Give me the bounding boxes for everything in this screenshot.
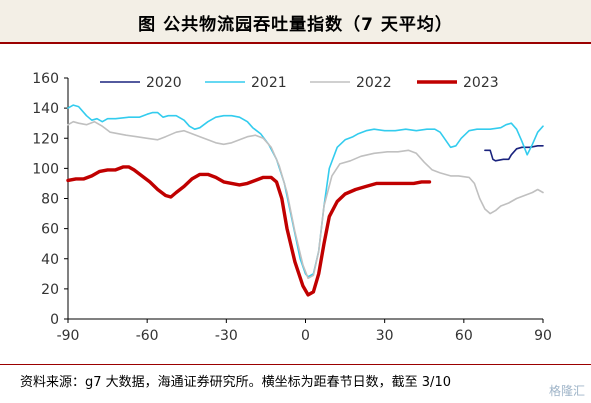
legend-label-2023: 2023 [463,75,499,91]
series-line-2020 [484,145,544,162]
y-tick-label: 100 [32,161,59,177]
x-tick-label: 90 [534,328,552,344]
x-tick-label: 60 [455,328,473,344]
y-tick-label: 40 [41,252,59,268]
series-layer [66,104,544,297]
y-tick-label: 20 [41,282,59,298]
legend-label-2020: 2020 [146,75,182,91]
source-note: 资料来源：g7 大数据，海通证券研究所。横坐标为距春节日数，截至 3/10 [20,375,451,390]
y-tick-label: 0 [50,312,59,328]
series-line-2023 [66,165,432,297]
figure-title: 图 公共物流园吞吐量指数（7 天平均） [138,15,453,35]
legend: 2020 2021 2022 2023 [100,75,499,91]
watermark: 格隆汇 [548,384,585,398]
y-tick-label: 80 [41,192,59,208]
legend-label-2022: 2022 [356,75,392,91]
line-chart: 0 20 40 60 80 100 120 140 160 -90 -60 -30 0 30 60 90 20… [32,71,552,344]
x-tick-label: -30 [215,328,238,344]
y-tick-label: 120 [32,131,59,147]
series-line-2022 [67,120,544,280]
legend-label-2021: 2021 [251,75,287,91]
x-tick-label: -60 [136,328,159,344]
title-bar: 图 公共物流园吞吐量指数（7 天平均） [0,0,591,44]
x-tick-label: 0 [301,328,310,344]
y-tick-label: 160 [32,71,59,87]
x-tick-label: 30 [376,328,394,344]
source-divider [0,364,591,365]
axes: 0 20 40 60 80 100 120 140 160 -90 -60 -30 0 30 60 90 [32,71,552,344]
x-tick-label: -90 [57,328,80,344]
series-line-2021 [67,104,544,278]
y-tick-label: 140 [32,101,59,117]
y-tick-label: 60 [41,222,59,238]
